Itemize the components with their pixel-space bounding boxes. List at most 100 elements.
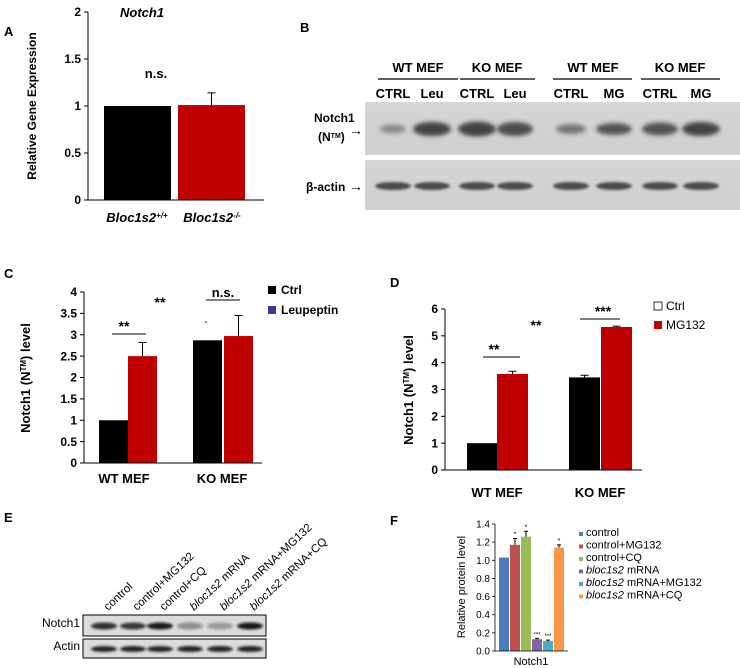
panel-b-notch1-band (458, 121, 496, 137)
panel-b-group-label-2: KO MEF (472, 60, 523, 75)
panel-b-lane-label: Leu (420, 86, 443, 101)
panel-e-actin-band (91, 646, 117, 652)
panel-d-tick-label: 5 (431, 329, 438, 343)
panel-f-tick-label: 1.0 (476, 556, 490, 567)
panel-e-lane-label: control (102, 581, 135, 613)
panel-b-lane-label: CTRL (554, 86, 589, 101)
panel-f-y-axis-label: Relative protein level (456, 536, 468, 638)
panel-d-legend-swatch-ctrl (653, 301, 663, 311)
panel-b-lane-label: MG (604, 86, 625, 101)
panel-c-bars (99, 315, 253, 463)
panel-d-tick-label: 3 (431, 383, 438, 397)
panel-d-letter: D (390, 275, 399, 290)
panel-d-tick-label: 4 (431, 356, 438, 370)
panel-b-group-label-1: WT MEF (392, 60, 443, 75)
panel-f-tick-label: 0.0 (476, 647, 490, 658)
panel-b-actin-arrow: → (349, 178, 363, 194)
panel-f-legend-swatch (579, 594, 583, 599)
panel-f-significance-mark: * (514, 532, 517, 539)
panel-f-bar (532, 639, 542, 651)
panel-e-notch1-band (120, 622, 146, 630)
panel-b-lane-label: CTRL (460, 86, 495, 101)
panel-d-sig-right: *** (595, 303, 612, 319)
panel-f-significance-mark: *** (544, 634, 552, 640)
panel-e-bands (91, 622, 263, 652)
panel-d-tick-label: 2 (431, 410, 438, 424)
panel-b-bands (375, 121, 720, 190)
panel-f-legend-entry: control+CQ (586, 552, 642, 564)
panel-d-tick-label: 0 (431, 463, 438, 477)
panel-f-legend-entry: bloc1s2 mRNA+MG132 (586, 577, 702, 589)
panel-c-sig-mid: ** (155, 294, 166, 310)
panel-c-tick-label: 3 (70, 328, 77, 342)
panel-a-bars (104, 92, 245, 200)
panel-d-legend-mg132: MG132 (666, 318, 706, 332)
panel-f-tick-label: 0.6 (476, 592, 490, 603)
panel-d-y-axis-label: Notch1 (NTM) level (401, 335, 416, 445)
panel-f-legend-entry: bloc1s2 mRNA (586, 565, 660, 577)
panel-c-tick-label: 3.5 (60, 307, 77, 321)
panel-c-tick-label: 1 (70, 413, 77, 427)
panel-c-y-axis-label: Notch1 (NTM) level (18, 323, 33, 433)
panel-e-actin-band (237, 646, 263, 652)
panel-d-bar (467, 443, 498, 470)
panel-d-tick-label: 6 (431, 302, 438, 316)
panel-d-sig-left: ** (489, 341, 500, 357)
panel-d-tick-label: 1 (431, 436, 438, 450)
panel-d-y-ticks: 0 1 2 3 4 5 6 (431, 302, 445, 477)
panel-f-legend-swatch (579, 582, 583, 586)
panel-a-tick-label: 0 (74, 193, 81, 207)
panel-c-sig-left: ** (119, 318, 130, 334)
panel-f-legend-swatch (579, 557, 583, 561)
panel-e-notch1-blot (82, 614, 267, 637)
panel-e: E controlcontrol+MG132control+CQbloc1s2 … (4, 510, 330, 659)
panel-f-legend-entry: control (586, 527, 619, 539)
panel-b-group-label-3: WT MEF (567, 60, 618, 75)
panel-f-x-axis-label: Notch1 (514, 656, 549, 668)
panel-b-lane-label: CTRL (643, 86, 678, 101)
panel-f-legend-entry: control+MG132 (586, 540, 662, 552)
panel-e-actin-blot (82, 638, 267, 659)
panel-e-letter: E (4, 510, 13, 525)
panel-b-letter: B (300, 20, 309, 35)
panel-b-actin-label: β-actin (306, 180, 345, 194)
panel-f-significance-mark: *** (533, 632, 541, 638)
panel-b-notch1-label-ntm: (NTM) (318, 130, 345, 144)
panel-b-actin-band (375, 182, 411, 190)
panel-b-notch1-band (642, 122, 678, 136)
panel-c-legend-leupeptin: Leupeptin (281, 303, 338, 317)
panel-a-bar (178, 105, 245, 200)
panel-b-group-label-4: KO MEF (655, 60, 706, 75)
panel-c-tick-label: 1.5 (60, 392, 77, 406)
panel-e-actin-band (207, 646, 233, 652)
panel-f-bar (510, 544, 520, 651)
panel-f-legend-swatch (579, 544, 583, 549)
panel-b-notch1-arrow: → (349, 122, 363, 138)
panel-f-legend-swatch (579, 532, 583, 536)
panel-f-significance-mark: * (525, 524, 528, 531)
panel-c-tick-label: 2 (70, 371, 77, 385)
panel-e-notch1-band (237, 622, 263, 630)
panel-d-legend-swatch-mg132 (654, 321, 662, 329)
panel-b-actin-band (683, 182, 719, 190)
panel-f-significance-mark: * (558, 538, 561, 545)
panel-e-actin-band (147, 646, 173, 652)
panel-d-sig-mid: ** (531, 317, 542, 333)
panel-c-dash: - (204, 317, 207, 328)
panel-b-actin-band (553, 182, 589, 190)
panel-b-notch1-band (556, 124, 586, 134)
panel-f-tick-label: 0.4 (476, 610, 490, 621)
panel-c-legend-swatch-leupeptin (268, 306, 276, 314)
panel-c-sig-right: n.s. (212, 285, 234, 300)
panel-f-letter: F (390, 513, 398, 528)
panel-f-y-ticks: 0.0 0.2 0.4 0.6 0.8 1.0 1.2 1.4 (476, 520, 495, 658)
panel-e-actin-label: Actin (53, 639, 80, 653)
panel-c: C Notch1 (NTM) level 0 0.5 1 1.5 2 2.5 3 3.5 4 *… (4, 266, 338, 486)
panel-b-lane-labels: CTRL Leu CTRL Leu CTRL MG CTRL MG (376, 86, 712, 101)
panel-f-tick-label: 0.2 (476, 628, 490, 639)
panel-b-notch1-band (596, 123, 632, 135)
panel-e-actin-band (177, 646, 203, 652)
panel-b-lane-label: MG (691, 86, 712, 101)
